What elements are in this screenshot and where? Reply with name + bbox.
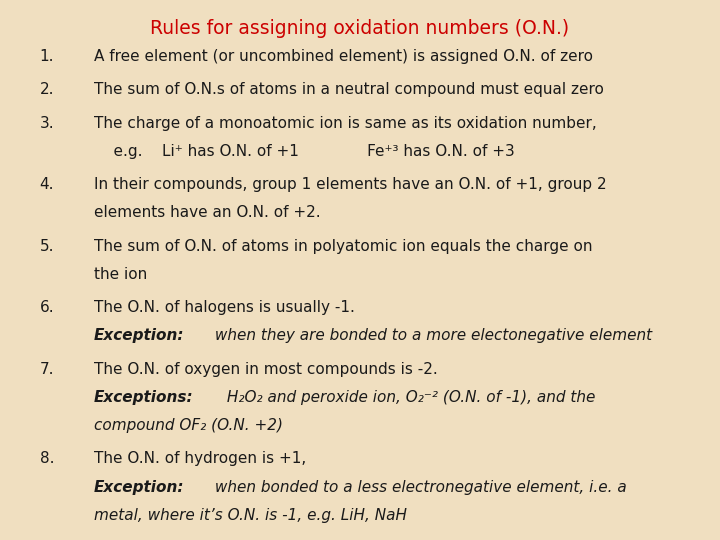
Text: The O.N. of hydrogen is +1,: The O.N. of hydrogen is +1,	[94, 451, 306, 467]
Text: 3.: 3.	[40, 116, 54, 131]
Text: compound OF₂ (O.N. +2): compound OF₂ (O.N. +2)	[94, 418, 283, 433]
Text: e.g.    Li⁺ has O.N. of +1              Fe⁺³ has O.N. of +3: e.g. Li⁺ has O.N. of +1 Fe⁺³ has O.N. of…	[94, 144, 514, 159]
Text: 5.: 5.	[40, 239, 54, 254]
Text: 8.: 8.	[40, 451, 54, 467]
Text: In their compounds, group 1 elements have an O.N. of +1, group 2: In their compounds, group 1 elements hav…	[94, 177, 606, 192]
Text: 4.: 4.	[40, 177, 54, 192]
Text: A free element (or uncombined element) is assigned O.N. of zero: A free element (or uncombined element) i…	[94, 49, 593, 64]
Text: Exception:: Exception:	[94, 328, 184, 343]
Text: 2.: 2.	[40, 82, 54, 97]
Text: metal, where it’s O.N. is -1, e.g. LiH, NaH: metal, where it’s O.N. is -1, e.g. LiH, …	[94, 508, 407, 523]
Text: elements have an O.N. of +2.: elements have an O.N. of +2.	[94, 205, 320, 220]
Text: Rules for assigning oxidation numbers (O.N.): Rules for assigning oxidation numbers (O…	[150, 19, 570, 38]
Text: when they are bonded to a more electonegative element: when they are bonded to a more electoneg…	[210, 328, 652, 343]
Text: The sum of O.N. of atoms in polyatomic ion equals the charge on: The sum of O.N. of atoms in polyatomic i…	[94, 239, 592, 254]
Text: The O.N. of halogens is usually -1.: The O.N. of halogens is usually -1.	[94, 300, 354, 315]
Text: The charge of a monoatomic ion is same as its oxidation number,: The charge of a monoatomic ion is same a…	[94, 116, 596, 131]
Text: H₂O₂ and peroxide ion, O₂⁻² (O.N. of -1), and the: H₂O₂ and peroxide ion, O₂⁻² (O.N. of -1)…	[222, 390, 595, 405]
Text: Exceptions:: Exceptions:	[94, 390, 193, 405]
Text: The sum of O.N.s of atoms in a neutral compound must equal zero: The sum of O.N.s of atoms in a neutral c…	[94, 82, 603, 97]
Text: The O.N. of oxygen in most compounds is -2.: The O.N. of oxygen in most compounds is …	[94, 362, 437, 377]
Text: 6.: 6.	[40, 300, 54, 315]
Text: when bonded to a less electronegative element, i.e. a: when bonded to a less electronegative el…	[210, 480, 627, 495]
Text: the ion: the ion	[94, 267, 147, 282]
Text: Exception:: Exception:	[94, 480, 184, 495]
Text: 1.: 1.	[40, 49, 54, 64]
Text: 7.: 7.	[40, 362, 54, 377]
